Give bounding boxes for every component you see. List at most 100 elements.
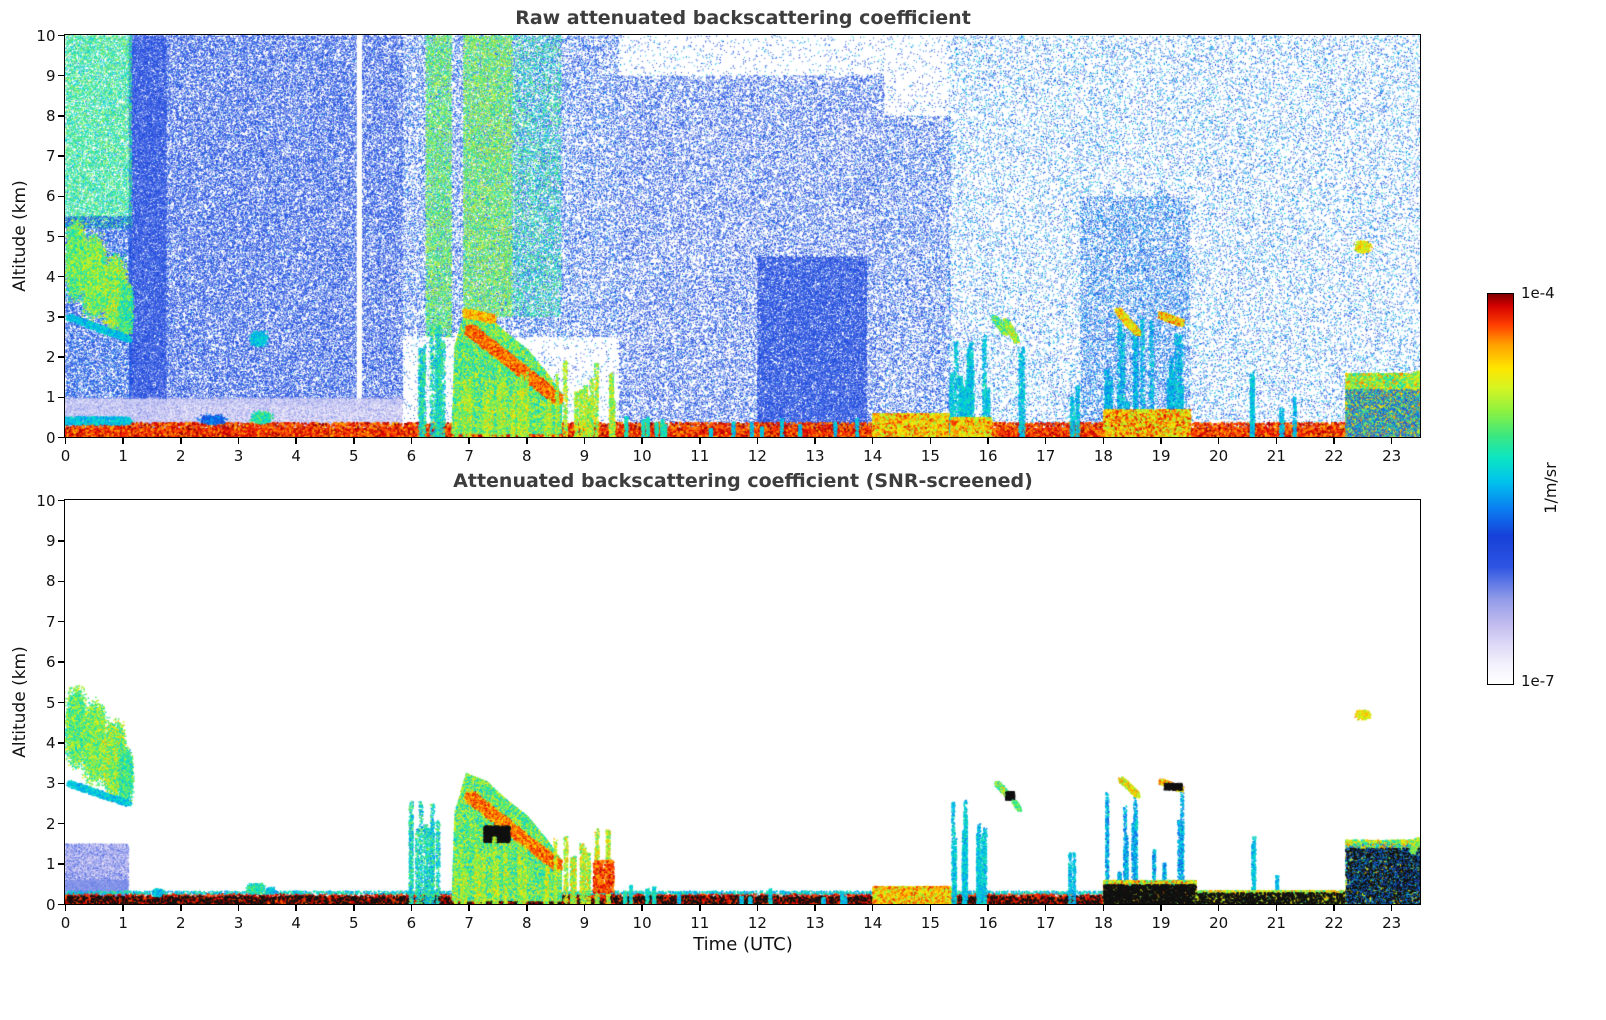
y-tick-mark xyxy=(58,235,64,238)
x-tick-label: 17 xyxy=(1036,913,1056,932)
x-tick-label: 6 xyxy=(406,913,417,932)
x-tick-label: 16 xyxy=(978,446,998,465)
y-tick-mark xyxy=(58,540,64,542)
y-tick-mark xyxy=(58,782,64,785)
x-tick-mark xyxy=(64,437,67,444)
y-tick-label: 3 xyxy=(45,774,56,793)
y-tick-mark xyxy=(58,115,64,117)
x-tick-mark xyxy=(1217,904,1220,911)
x-tick-label: 23 xyxy=(1382,913,1402,932)
y-tick-label: 6 xyxy=(45,187,56,206)
x-tick-mark xyxy=(1333,437,1335,444)
x-tick-mark xyxy=(641,437,643,444)
y-tick-label: 0 xyxy=(45,428,56,447)
x-tick-mark xyxy=(64,904,67,911)
x-tick-mark xyxy=(929,904,932,911)
x-tick-label: 15 xyxy=(920,446,940,465)
y-tick-label: 9 xyxy=(45,66,56,85)
x-tick-label: 0 xyxy=(60,913,71,932)
x-tick-label: 21 xyxy=(1266,913,1286,932)
x-tick-label: 22 xyxy=(1324,913,1344,932)
y-tick-mark xyxy=(58,620,64,623)
x-tick-mark xyxy=(353,437,355,444)
panel1-plot-area xyxy=(64,34,1421,438)
x-tick-mark xyxy=(353,904,355,911)
x-tick-mark xyxy=(468,904,470,911)
x-tick-label: 9 xyxy=(579,446,590,465)
colorbar xyxy=(1487,293,1514,685)
x-tick-label: 23 xyxy=(1382,446,1402,465)
x-tick-label: 5 xyxy=(349,913,359,932)
y-tick-mark xyxy=(58,316,64,318)
x-tick-mark xyxy=(180,904,182,911)
x-tick-mark xyxy=(987,437,989,444)
colorbar-max-label: 1e-4 xyxy=(1521,284,1555,302)
x-tick-mark xyxy=(237,437,240,444)
y-tick-mark xyxy=(58,356,64,358)
y-tick-label: 1 xyxy=(45,388,56,407)
x-tick-mark xyxy=(122,904,124,911)
y-tick-mark xyxy=(58,195,64,198)
x-tick-mark xyxy=(929,437,932,444)
x-tick-mark xyxy=(180,437,182,444)
x-tick-label: 3 xyxy=(233,446,244,465)
y-tick-mark xyxy=(58,863,64,865)
x-tick-mark xyxy=(295,437,297,444)
y-tick-label: 8 xyxy=(45,572,56,591)
y-tick-label: 10 xyxy=(36,26,56,45)
x-tick-mark xyxy=(583,904,586,911)
x-tick-label: 18 xyxy=(1093,913,1113,932)
y-tick-mark xyxy=(58,396,64,399)
x-tick-label: 15 xyxy=(920,913,940,932)
x-tick-label: 19 xyxy=(1151,913,1171,932)
x-tick-label: 11 xyxy=(690,913,710,932)
x-tick-mark xyxy=(1102,437,1105,444)
x-tick-label: 6 xyxy=(406,446,417,465)
x-tick-mark xyxy=(1333,904,1335,911)
y-tick-mark xyxy=(58,436,64,439)
x-tick-label: 21 xyxy=(1266,446,1286,465)
x-tick-mark xyxy=(756,437,759,444)
x-tick-mark xyxy=(237,904,240,911)
y-tick-label: 6 xyxy=(45,653,56,672)
x-tick-mark xyxy=(987,904,989,911)
x-tick-label: 19 xyxy=(1151,446,1171,465)
x-tick-mark xyxy=(1102,904,1105,911)
x-tick-label: 7 xyxy=(464,446,474,465)
x-tick-label: 8 xyxy=(521,913,532,932)
y-tick-mark xyxy=(58,580,64,583)
x-tick-mark xyxy=(410,904,413,911)
x-tick-mark xyxy=(526,437,528,444)
x-tick-label: 13 xyxy=(805,913,825,932)
x-tick-label: 12 xyxy=(747,913,767,932)
x-tick-mark xyxy=(122,437,124,444)
y-tick-mark xyxy=(58,822,64,825)
x-tick-label: 2 xyxy=(176,913,186,932)
x-tick-mark xyxy=(1217,437,1220,444)
x-tick-label: 10 xyxy=(632,446,652,465)
x-tick-label: 4 xyxy=(291,913,301,932)
x-tick-mark xyxy=(871,437,874,444)
y-tick-mark xyxy=(58,34,64,37)
x-tick-label: 18 xyxy=(1093,446,1113,465)
x-tick-mark xyxy=(1044,904,1047,911)
x-tick-label: 10 xyxy=(632,913,652,932)
x-tick-mark xyxy=(1044,437,1047,444)
x-tick-label: 11 xyxy=(690,446,710,465)
y-tick-mark xyxy=(58,74,64,77)
y-tick-label: 7 xyxy=(45,147,56,166)
panel1-heatmap xyxy=(65,35,1420,437)
y-tick-label: 2 xyxy=(45,348,56,367)
x-tick-mark xyxy=(814,904,816,911)
x-tick-mark xyxy=(814,437,816,444)
y-tick-label: 7 xyxy=(45,612,56,631)
x-axis-label: Time (UTC) xyxy=(693,934,793,955)
y-tick-mark xyxy=(58,275,64,278)
x-tick-mark xyxy=(410,437,413,444)
x-tick-mark xyxy=(1275,437,1278,444)
y-tick-mark xyxy=(58,499,64,502)
x-tick-label: 7 xyxy=(464,913,474,932)
x-tick-mark xyxy=(699,437,701,444)
x-tick-label: 1 xyxy=(118,913,128,932)
